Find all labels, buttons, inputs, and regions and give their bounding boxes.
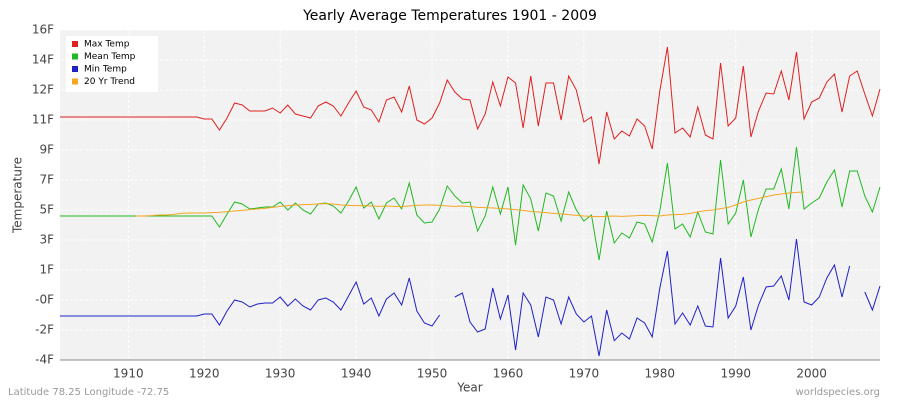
x-tick-label: 1990 bbox=[720, 367, 751, 381]
series-line bbox=[60, 238, 881, 357]
x-axis-label: Year bbox=[456, 381, 482, 395]
footer-right: worldspecies.org bbox=[796, 387, 880, 398]
series-line bbox=[60, 146, 881, 261]
x-tick-label: 2000 bbox=[796, 367, 827, 381]
footer-left: Latitude 78.25 Longitude -72.75 bbox=[8, 387, 169, 398]
y-axis-label: Temperature bbox=[11, 157, 25, 234]
legend-swatch bbox=[72, 78, 78, 85]
y-tick-label: -2F bbox=[35, 323, 54, 337]
x-tick-label: 1950 bbox=[417, 367, 448, 381]
grid: -4F -2F -0F 1F 3F 5F 7F 9F 11F 12F 14F 16F 1910 1920 1… bbox=[32, 23, 880, 381]
x-tick-label: 1960 bbox=[493, 367, 524, 381]
legend-swatch bbox=[72, 41, 78, 47]
legend-swatch bbox=[72, 53, 78, 60]
legend-swatch bbox=[72, 66, 78, 72]
x-tick-label: 1940 bbox=[341, 367, 372, 381]
legend-label: Max Temp bbox=[84, 40, 130, 50]
y-tick-label: 3F bbox=[39, 233, 54, 247]
y-tick-label: 14F bbox=[32, 53, 54, 67]
x-tick-label: 1920 bbox=[189, 367, 220, 381]
y-tick-label: 1F bbox=[39, 263, 54, 277]
y-tick-label: -0F bbox=[35, 293, 54, 307]
x-tick-label: 1980 bbox=[645, 367, 676, 381]
x-tick-label: 1970 bbox=[569, 367, 600, 381]
legend-label: Min Temp bbox=[84, 65, 127, 75]
y-tick-label: 9F bbox=[39, 143, 54, 157]
y-tick-label: 11F bbox=[32, 113, 54, 127]
chart-title: Yearly Average Temperatures 1901 - 2009 bbox=[302, 8, 597, 24]
y-tick-label: -4F bbox=[35, 353, 54, 367]
legend-label: Mean Temp bbox=[84, 52, 136, 62]
legend-box bbox=[66, 36, 158, 92]
plot-area bbox=[60, 30, 880, 360]
legend: Max Temp Mean Temp Min Temp 20 Yr Trend bbox=[66, 36, 158, 92]
series-line bbox=[135, 191, 805, 218]
legend-label: 20 Yr Trend bbox=[84, 77, 135, 87]
lines bbox=[60, 46, 881, 357]
y-tick-label: 12F bbox=[32, 83, 54, 97]
x-tick-label: 1910 bbox=[113, 367, 144, 381]
x-tick-label: 1930 bbox=[265, 367, 296, 381]
series-line bbox=[60, 46, 881, 165]
y-tick-label: 7F bbox=[39, 173, 54, 187]
y-tick-label: 5F bbox=[39, 203, 54, 217]
y-tick-label: 16F bbox=[32, 23, 54, 37]
